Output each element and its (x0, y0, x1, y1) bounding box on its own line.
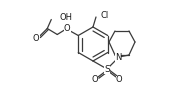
Text: O: O (92, 76, 98, 85)
Text: O: O (116, 76, 122, 85)
Text: O: O (64, 24, 71, 33)
Text: N: N (115, 53, 121, 62)
Text: S: S (104, 65, 110, 74)
Text: OH: OH (59, 13, 72, 22)
Text: O: O (33, 34, 40, 43)
Text: Cl: Cl (101, 11, 109, 20)
